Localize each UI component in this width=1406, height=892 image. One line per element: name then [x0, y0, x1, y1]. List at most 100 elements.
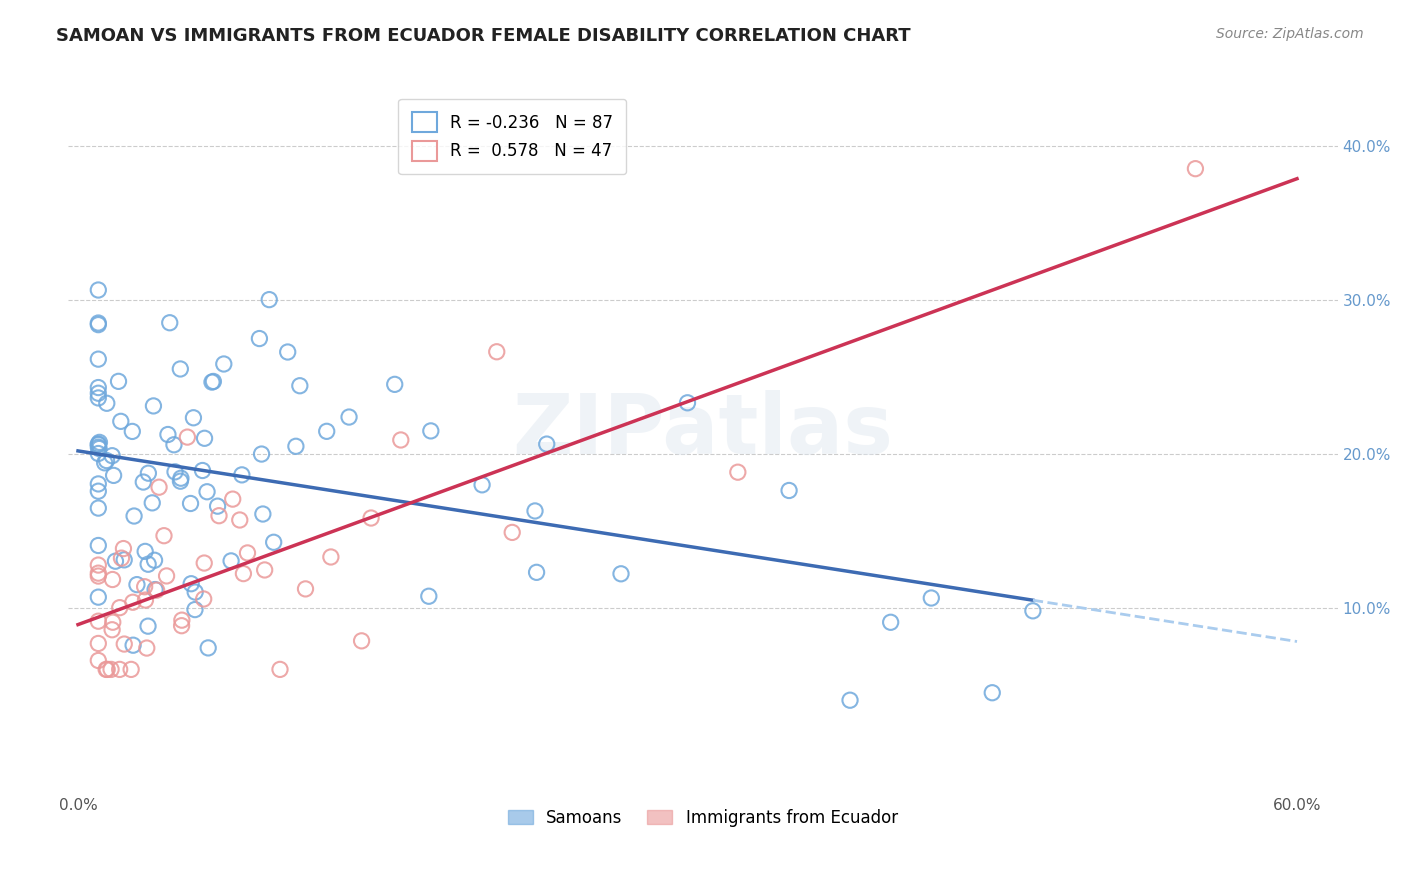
Samoans [159, 316, 181, 330]
Samoans [202, 375, 225, 389]
Immigrants from Ecuador [232, 566, 254, 581]
Immigrants from Ecuador [134, 593, 156, 607]
Samoans [87, 440, 110, 454]
Immigrants from Ecuador [153, 529, 176, 543]
Samoans [778, 483, 800, 498]
Samoans [104, 554, 127, 568]
Immigrants from Ecuador [96, 662, 118, 676]
Samoans [87, 539, 110, 553]
Samoans [156, 427, 179, 442]
Samoans [110, 414, 132, 428]
Samoans [384, 377, 406, 392]
Samoans [112, 553, 135, 567]
Samoans [87, 318, 110, 332]
Samoans [839, 693, 862, 707]
Samoans [141, 496, 163, 510]
Samoans [87, 316, 110, 330]
Immigrants from Ecuador [87, 569, 110, 583]
Text: Source: ZipAtlas.com: Source: ZipAtlas.com [1216, 27, 1364, 41]
Immigrants from Ecuador [101, 615, 124, 630]
Immigrants from Ecuador [269, 662, 291, 676]
Immigrants from Ecuador [100, 662, 122, 676]
Samoans [87, 437, 110, 451]
Immigrants from Ecuador [108, 600, 131, 615]
Samoans [96, 453, 118, 467]
Samoans [87, 501, 110, 516]
Immigrants from Ecuador [120, 662, 142, 676]
Immigrants from Ecuador [101, 623, 124, 637]
Text: SAMOAN VS IMMIGRANTS FROM ECUADOR FEMALE DISABILITY CORRELATION CHART: SAMOAN VS IMMIGRANTS FROM ECUADOR FEMALE… [56, 27, 911, 45]
Immigrants from Ecuador [112, 541, 135, 556]
Immigrants from Ecuador [155, 569, 177, 583]
Immigrants from Ecuador [236, 546, 259, 560]
Samoans [87, 380, 110, 394]
Samoans [170, 471, 193, 485]
Immigrants from Ecuador [294, 582, 316, 596]
Samoans [676, 396, 699, 410]
Samoans [101, 449, 124, 463]
Immigrants from Ecuador [176, 430, 198, 444]
Immigrants from Ecuador [87, 653, 110, 667]
Samoans [163, 465, 186, 479]
Samoans [231, 467, 253, 482]
Samoans [136, 619, 159, 633]
Immigrants from Ecuador [87, 614, 110, 628]
Immigrants from Ecuador [148, 480, 170, 494]
Samoans [87, 352, 110, 367]
Samoans [169, 362, 191, 376]
Samoans [89, 435, 111, 450]
Samoans [1022, 604, 1045, 618]
Immigrants from Ecuador [121, 595, 143, 609]
Samoans [288, 378, 311, 392]
Samoans [122, 508, 145, 523]
Immigrants from Ecuador [319, 549, 342, 564]
Immigrants from Ecuador [501, 525, 523, 540]
Samoans [103, 468, 125, 483]
Samoans [195, 484, 218, 499]
Immigrants from Ecuador [112, 637, 135, 651]
Samoans [471, 478, 494, 492]
Samoans [87, 283, 110, 297]
Immigrants from Ecuador [101, 573, 124, 587]
Samoans [277, 345, 299, 359]
Samoans [180, 496, 202, 510]
Samoans [201, 375, 224, 389]
Immigrants from Ecuador [229, 513, 252, 527]
Samoans [142, 399, 165, 413]
Samoans [250, 447, 273, 461]
Immigrants from Ecuador [94, 662, 117, 676]
Samoans [249, 332, 271, 346]
Samoans [143, 582, 166, 597]
Samoans [134, 544, 156, 558]
Immigrants from Ecuador [87, 558, 110, 572]
Samoans [219, 554, 242, 568]
Samoans [87, 442, 110, 456]
Immigrants from Ecuador [170, 618, 193, 632]
Samoans [136, 558, 159, 572]
Samoans [125, 577, 148, 591]
Samoans [163, 438, 186, 452]
Samoans [96, 396, 118, 410]
Samoans [132, 475, 155, 489]
Immigrants from Ecuador [87, 566, 110, 581]
Samoans [920, 591, 942, 605]
Samoans [122, 638, 145, 652]
Immigrants from Ecuador [134, 580, 156, 594]
Samoans [252, 507, 274, 521]
Text: ZIPatlas: ZIPatlas [512, 390, 893, 471]
Samoans [526, 566, 548, 580]
Immigrants from Ecuador [222, 492, 245, 507]
Immigrants from Ecuador [170, 613, 193, 627]
Immigrants from Ecuador [360, 511, 382, 525]
Immigrants from Ecuador [1184, 161, 1206, 176]
Legend: Samoans, Immigrants from Ecuador: Samoans, Immigrants from Ecuador [499, 800, 905, 835]
Samoans [337, 410, 360, 425]
Samoans [184, 602, 207, 616]
Samoans [207, 499, 229, 513]
Immigrants from Ecuador [110, 551, 132, 566]
Samoans [193, 431, 215, 445]
Samoans [981, 686, 1004, 700]
Samoans [419, 424, 441, 438]
Immigrants from Ecuador [87, 636, 110, 650]
Immigrants from Ecuador [727, 465, 749, 479]
